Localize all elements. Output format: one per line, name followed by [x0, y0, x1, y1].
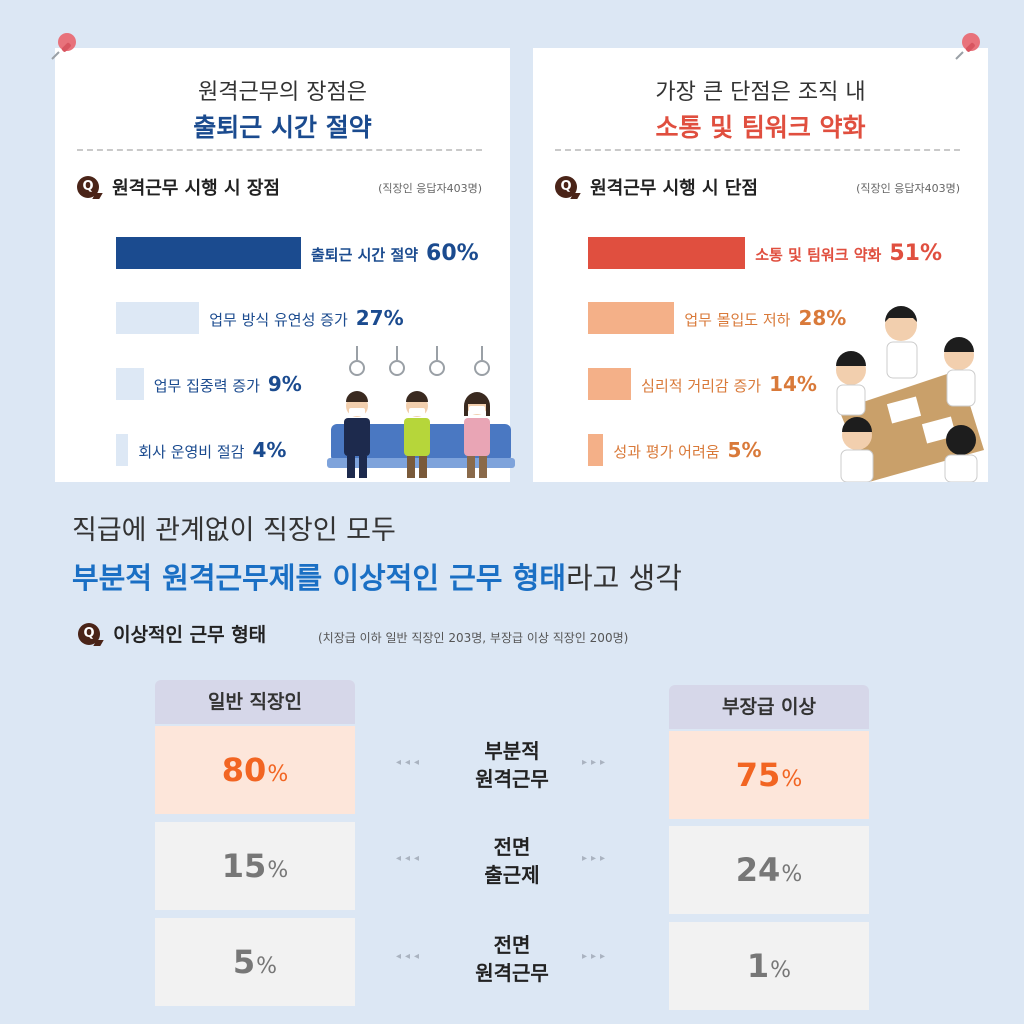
- summary-line-2: 부분적 원격근무제를 이상적인 근무 형태라고 생각: [72, 555, 682, 597]
- bar-label: 업무 방식 유연성 증가 27%: [209, 306, 403, 330]
- bar-value: 5%: [727, 438, 762, 462]
- value-number: 15: [221, 847, 267, 885]
- arrow-right-icon: ▸▸▸: [582, 757, 610, 768]
- bar: [588, 302, 675, 334]
- arrow-left-icon: ◂◂◂: [396, 757, 424, 768]
- bar-category: 업무 몰입도 저하: [684, 311, 791, 329]
- bar-category: 성과 평가 어려움: [613, 443, 720, 461]
- q-bubble-icon: Q: [78, 622, 100, 645]
- bar-label: 소통 및 팀워크 약화 51%: [755, 241, 942, 266]
- bar-category: 업무 방식 유연성 증가: [209, 311, 348, 329]
- question-title: 원격근무 시행 시 장점: [112, 178, 280, 199]
- commuters-illustration: [327, 346, 515, 478]
- value-unit: %: [267, 762, 289, 787]
- value-cell-manager: 75%: [669, 731, 869, 819]
- value-cell-manager: 24%: [669, 826, 869, 914]
- bar: [116, 434, 129, 466]
- bar-value: 9%: [267, 372, 302, 396]
- value-unit: %: [256, 954, 278, 979]
- value-unit: %: [781, 767, 803, 792]
- advantages-card: 원격근무의 장점은 출퇴근 시간 절약 Q 원격근무 시행 시 장점 (직장인 …: [51, 33, 515, 482]
- value-number: 5: [232, 943, 256, 981]
- value-unit: %: [770, 958, 792, 983]
- q-bubble-icon: Q: [77, 176, 99, 198]
- value-number: 80: [221, 751, 267, 789]
- divider: [555, 149, 960, 151]
- bar: [588, 368, 632, 400]
- summary-rest: 라고 생각: [565, 561, 682, 595]
- card-highlight: 소통 및 팀워크 약화: [655, 113, 866, 142]
- row-label-line: 출근제: [484, 863, 540, 887]
- bar-label: 출퇴근 시간 절약 60%: [311, 241, 479, 266]
- bar-value: 4%: [252, 438, 287, 462]
- card-highlight: 출퇴근 시간 절약: [193, 113, 372, 142]
- value-number: 75: [735, 756, 781, 794]
- question-title: 원격근무 시행 시 단점: [590, 178, 758, 199]
- bar: [588, 434, 604, 466]
- respondent-note: (치장급 이하 일반 직장인 203명, 부장급 이상 직장인 200명): [318, 631, 629, 645]
- bar: [116, 368, 144, 400]
- value-number: 24: [735, 851, 781, 889]
- value-unit: %: [267, 858, 289, 883]
- bar-label: 심리적 거리감 증가 14%: [641, 372, 817, 396]
- value-cell-manager: 1%: [669, 922, 869, 1010]
- bar: [116, 302, 200, 334]
- card-headline: 원격근무의 장점은: [198, 80, 367, 105]
- column-header-staff: 일반 직장인: [155, 680, 355, 724]
- bar-value: 28%: [798, 306, 847, 330]
- divider: [77, 149, 482, 151]
- bar-label: 성과 평가 어려움 5%: [613, 438, 761, 462]
- row-label-line: 원격근무: [475, 767, 549, 791]
- bar-value: 14%: [769, 372, 817, 396]
- bar: [116, 237, 301, 269]
- value-cell-staff: 15%: [155, 822, 355, 910]
- bar-label: 업무 집중력 증가 9%: [154, 372, 302, 396]
- bar-value: 27%: [355, 306, 404, 330]
- bar-label: 업무 몰입도 저하 28%: [684, 306, 846, 330]
- arrow-right-icon: ▸▸▸: [582, 951, 610, 962]
- bar-category: 업무 집중력 증가: [153, 377, 260, 395]
- question-row: Q 원격근무 시행 시 장점 (직장인 응답자403명): [77, 174, 482, 200]
- row-label-line: 전면: [493, 835, 531, 859]
- bar-label: 회사 운영비 절감 4%: [138, 438, 286, 462]
- arrow-right-icon: ▸▸▸: [582, 853, 610, 864]
- summary-line-1: 직급에 관계없이 직장인 모두: [72, 515, 396, 546]
- pushpin-icon: [955, 33, 980, 60]
- q-bubble-icon: Q: [555, 176, 577, 198]
- card-headline: 가장 큰 단점은 조직 내: [655, 80, 866, 105]
- value-cell-staff: 80%: [155, 726, 355, 814]
- card-edge: [533, 42, 988, 50]
- row-label-line: 부분적: [484, 739, 540, 763]
- pushpin-icon: [51, 33, 76, 60]
- bar-value: 51%: [889, 241, 942, 266]
- bar-category: 소통 및 팀워크 약화: [755, 246, 882, 264]
- meeting-illustration: [836, 306, 984, 482]
- bar-category: 심리적 거리감 증가: [641, 377, 762, 395]
- respondent-note: (직장인 응답자403명): [378, 182, 482, 195]
- arrow-left-icon: ◂◂◂: [396, 951, 424, 962]
- row-label-line: 원격근무: [475, 961, 549, 985]
- question-title: 이상적인 근무 형태: [113, 624, 267, 646]
- column-header-manager: 부장급 이상: [669, 685, 869, 729]
- bar-category: 출퇴근 시간 절약: [311, 246, 419, 264]
- question-row: Q 이상적인 근무 형태: [78, 620, 266, 650]
- summary-emphasis: 부분적 원격근무제를 이상적인 근무 형태: [72, 561, 566, 595]
- card-edge: [55, 42, 510, 50]
- value-number: 1: [746, 947, 770, 985]
- bar-value: 60%: [426, 241, 479, 266]
- value-cell-staff: 5%: [155, 918, 355, 1006]
- respondent-note: (직장인 응답자403명): [856, 182, 960, 195]
- bar-category: 회사 운영비 절감: [138, 443, 245, 461]
- row-label-line: 전면: [493, 933, 531, 957]
- disadvantages-card: 가장 큰 단점은 조직 내 소통 및 팀워크 약화 Q 원격근무 시행 시 단점…: [533, 33, 988, 482]
- question-row: Q 원격근무 시행 시 단점 (직장인 응답자403명): [555, 174, 960, 200]
- value-unit: %: [781, 862, 803, 887]
- arrow-left-icon: ◂◂◂: [396, 853, 424, 864]
- bar: [588, 237, 746, 269]
